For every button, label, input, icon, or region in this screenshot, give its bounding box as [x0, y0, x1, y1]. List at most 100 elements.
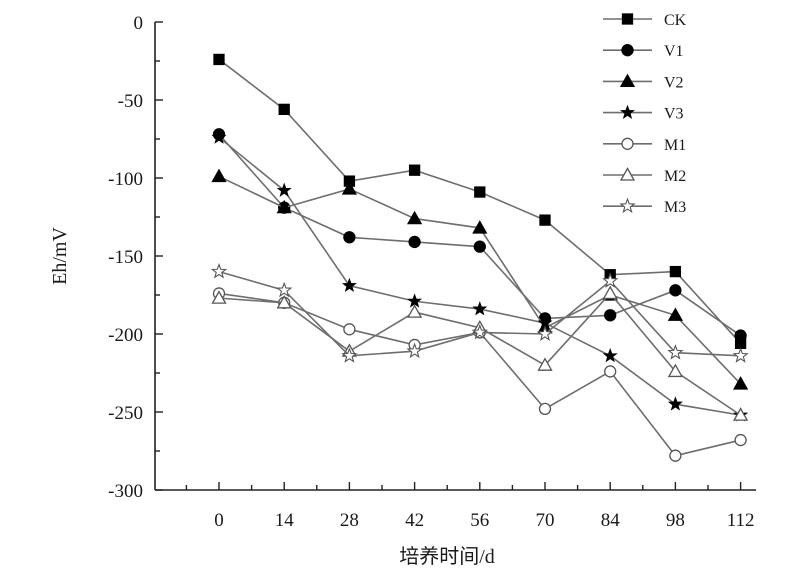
- series-m3: [210, 262, 749, 363]
- data-point-v1: [343, 231, 356, 244]
- legend-label-m1: M1: [664, 137, 686, 154]
- data-point-v1: [669, 284, 682, 297]
- legend-marker-v2: [619, 73, 636, 88]
- data-point-m2: [211, 290, 227, 304]
- data-point-m1: [604, 365, 617, 378]
- x-tick-label: 112: [727, 510, 755, 531]
- series-line-ck: [218, 58, 742, 344]
- legend-marker-v1: [621, 44, 634, 57]
- legend-item-ck: CK: [603, 12, 687, 29]
- y-tick-label: -150: [108, 247, 143, 268]
- y-tick-label: -300: [108, 481, 143, 502]
- data-point-ck: [278, 103, 290, 116]
- y-tick-label: -100: [108, 169, 143, 190]
- series-group: [210, 53, 749, 462]
- data-point-m2: [602, 285, 618, 300]
- series-line-v2: [218, 175, 742, 385]
- series-line-m1: [218, 292, 741, 457]
- x-tick-label: 84: [601, 510, 621, 531]
- legend-marker-v3: [620, 104, 635, 119]
- legend-item-v1: V1: [603, 43, 684, 60]
- y-tick-label: -200: [108, 325, 143, 346]
- data-point-v1: [604, 309, 617, 322]
- data-point-v2: [472, 220, 488, 234]
- legend-label-v1: V1: [664, 43, 684, 60]
- data-point-v3: [667, 396, 683, 411]
- series-line-v3: [218, 136, 741, 416]
- data-point-m3: [276, 281, 293, 298]
- data-point-m1: [734, 433, 747, 447]
- legend-marker-m2: [619, 167, 636, 181]
- data-point-m2: [537, 357, 553, 371]
- data-point-v2: [667, 307, 684, 321]
- legend-label-m3: M3: [664, 199, 686, 216]
- series-v1: [212, 128, 747, 342]
- data-point-v1: [473, 240, 486, 253]
- x-tick-label: 56: [470, 510, 489, 531]
- data-point-v3: [211, 129, 227, 144]
- data-point-m3: [602, 272, 619, 288]
- data-point-m3: [341, 347, 358, 363]
- data-point-m1: [669, 449, 682, 462]
- data-point-v3: [602, 347, 618, 363]
- x-axis-label: 培养时间/d: [399, 545, 495, 568]
- legend-label-v3: V3: [664, 106, 684, 123]
- legend-marker-ck: [621, 13, 634, 25]
- data-point-m2: [276, 294, 292, 309]
- data-point-m1: [343, 323, 356, 336]
- data-point-ck: [408, 164, 421, 176]
- data-point-ck: [474, 186, 486, 198]
- x-tick-label: 28: [340, 510, 359, 531]
- y-tick-label: -50: [118, 91, 143, 112]
- series-m1: [212, 287, 747, 462]
- data-point-m3: [732, 347, 749, 363]
- y-axis-ticks: 0 -50 -100 -150 -200 -250 -300: [108, 13, 163, 502]
- y-tick-label: 0: [134, 13, 144, 34]
- x-tick-label: 42: [405, 510, 424, 531]
- data-point-v1: [408, 235, 421, 249]
- data-point-ck: [213, 53, 225, 66]
- axes: [154, 22, 756, 491]
- data-point-v1: [734, 329, 747, 342]
- legend: CK V1 V2 V3 M1 M2 M3: [603, 12, 687, 216]
- legend-marker-m1: [621, 137, 634, 150]
- data-point-m3: [210, 262, 228, 279]
- series-v2: [211, 168, 749, 390]
- data-point-m1: [538, 402, 552, 416]
- data-point-m2: [732, 407, 749, 421]
- legend-marker-m3: [619, 197, 636, 214]
- legend-item-m3: M3: [603, 197, 686, 216]
- data-point-v2: [406, 210, 423, 225]
- legend-label-v2: V2: [664, 74, 684, 91]
- series-line-m3: [218, 270, 741, 357]
- y-axis-label: Eh/mV: [49, 227, 71, 285]
- data-point-ck: [669, 265, 682, 278]
- x-tick-label: 0: [214, 510, 224, 531]
- data-point-v2: [211, 168, 227, 183]
- data-point-m3: [667, 344, 684, 360]
- data-point-v2: [341, 181, 358, 195]
- data-point-m3: [406, 342, 423, 359]
- data-point-ck: [539, 214, 551, 226]
- data-point-m3: [536, 325, 554, 341]
- legend-item-v3: V3: [603, 104, 684, 123]
- legend-label-ck: CK: [664, 12, 687, 29]
- legend-item-m1: M1: [603, 137, 686, 154]
- x-tick-label: 70: [536, 510, 555, 531]
- x-axis-ticks: 0 14 28 42 56 70 84 98 112: [185, 482, 755, 531]
- data-point-v3: [472, 301, 488, 316]
- data-point-v2: [276, 199, 292, 214]
- data-point-v3: [341, 277, 357, 293]
- data-point-m2: [667, 363, 684, 378]
- legend-item-v2: V2: [603, 73, 684, 91]
- data-point-v3: [276, 182, 292, 197]
- data-point-m2: [406, 304, 423, 318]
- x-tick-label: 98: [666, 510, 685, 531]
- legend-item-m2: M2: [603, 167, 686, 185]
- legend-label-m2: M2: [664, 168, 686, 185]
- data-point-m3: [471, 323, 488, 340]
- data-point-v3: [407, 293, 423, 308]
- y-tick-label: -250: [108, 403, 143, 424]
- x-tick-label: 14: [275, 510, 295, 531]
